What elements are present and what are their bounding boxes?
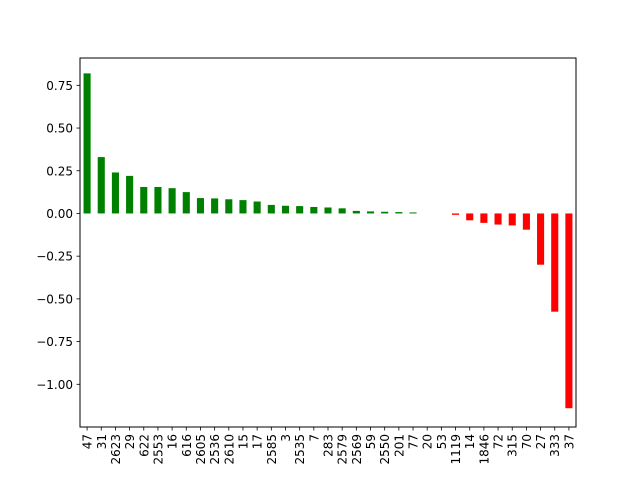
x-tick-label: 7 — [307, 434, 321, 442]
x-tick-label: 2610 — [222, 434, 236, 465]
y-axis: 0.75 0.50 0.25 0.00 −0.25 −0.50 −0.75 −1.00 — [36, 79, 80, 392]
bar-2605 — [196, 198, 204, 214]
y-tick-label: −0.75 — [36, 335, 73, 349]
bar-201 — [395, 212, 403, 214]
x-tick-label: 47 — [81, 434, 95, 449]
bar-72 — [494, 213, 502, 225]
bar-37 — [565, 213, 573, 409]
x-tick-label: 59 — [364, 434, 378, 449]
x-tick-label: 27 — [534, 434, 548, 449]
bar-47 — [83, 73, 91, 214]
x-tick-label: 2605 — [194, 434, 208, 465]
bar-2610 — [225, 199, 233, 214]
bar-2550 — [381, 211, 389, 214]
bar-27 — [537, 213, 545, 265]
y-tick-label: 0.75 — [46, 79, 73, 93]
x-tick-label: 37 — [562, 434, 576, 449]
x-tick-label: 616 — [180, 434, 194, 457]
x-tick-label: 16 — [166, 434, 180, 449]
bar-1846 — [480, 213, 488, 223]
x-tick-label: 31 — [95, 434, 109, 449]
bar-29 — [126, 175, 134, 214]
x-tick-label: 2550 — [378, 434, 392, 465]
x-tick-label: 2569 — [350, 434, 364, 465]
bar-2536 — [211, 198, 219, 214]
x-tick-label: 315 — [506, 434, 520, 457]
bar-77 — [409, 212, 417, 214]
y-tick-label: 0.50 — [46, 122, 73, 136]
x-tick-label: 17 — [251, 434, 265, 449]
x-tick-label: 2553 — [151, 434, 165, 465]
x-axis: 47 31 2623 29 622 2553 16 616 2605 2536 2610 15 17 25… — [81, 427, 576, 465]
bar-2553 — [154, 186, 162, 214]
bar-70 — [522, 213, 530, 230]
bars-group — [83, 73, 573, 409]
x-tick-label: 2536 — [208, 434, 222, 465]
x-tick-label: 72 — [492, 434, 506, 449]
bar-15 — [239, 200, 247, 214]
bar-622 — [140, 186, 148, 214]
x-tick-label: 1119 — [449, 434, 463, 465]
plot-frame — [79, 57, 577, 428]
bar-2623 — [111, 172, 119, 214]
x-tick-label: 2535 — [293, 434, 307, 465]
y-tick-label: 0.25 — [46, 164, 73, 178]
y-tick-label: −0.50 — [36, 292, 73, 306]
x-tick-label: 53 — [435, 434, 449, 449]
x-tick-label: 2579 — [336, 434, 350, 465]
x-tick-label: 622 — [137, 434, 151, 457]
x-tick-label: 70 — [520, 434, 534, 449]
bar-16 — [168, 188, 176, 214]
x-tick-label: 2623 — [109, 434, 123, 465]
x-tick-label: 333 — [548, 434, 562, 457]
x-tick-label: 29 — [123, 434, 137, 449]
bar-333 — [551, 213, 559, 312]
bar-1119 — [452, 213, 460, 215]
y-tick-label: −1.00 — [36, 378, 73, 392]
x-tick-label: 2585 — [265, 434, 279, 465]
x-tick-label: 1846 — [477, 434, 491, 465]
bar-2569 — [352, 210, 360, 214]
bar-2585 — [267, 204, 275, 214]
bar-283 — [324, 207, 332, 214]
x-tick-label: 3 — [279, 434, 293, 442]
bar-17 — [253, 201, 261, 214]
bar-7 — [310, 206, 318, 214]
x-tick-label: 201 — [392, 434, 406, 457]
bar-59 — [366, 211, 375, 214]
y-tick-label: −0.25 — [36, 250, 73, 264]
bar-31 — [97, 157, 105, 214]
x-tick-label: 77 — [407, 434, 421, 449]
x-tick-label: 283 — [322, 434, 336, 457]
bar-14 — [466, 213, 474, 221]
x-tick-label: 20 — [421, 434, 435, 449]
bar-3 — [281, 205, 290, 214]
bar-2535 — [296, 206, 304, 214]
y-tick-label: 0.00 — [46, 207, 73, 221]
x-tick-label: 15 — [236, 434, 250, 449]
x-tick-label: 14 — [463, 434, 477, 449]
bar-616 — [182, 192, 190, 214]
bar-315 — [508, 213, 516, 226]
bar-2579 — [338, 208, 346, 214]
